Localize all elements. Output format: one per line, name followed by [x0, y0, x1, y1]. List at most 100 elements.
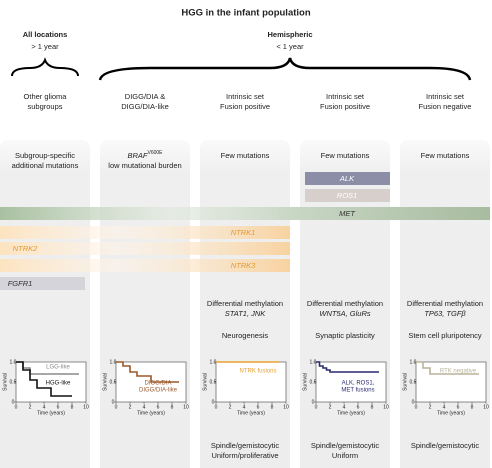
y-tick-label: 0 — [112, 399, 115, 405]
x-tick-label: 2 — [29, 404, 32, 410]
plot-frame — [215, 361, 287, 403]
y-tick-label: 0 — [12, 399, 15, 405]
column-header: BRAFV600E — [127, 150, 163, 160]
x-tick-label: 2 — [129, 404, 132, 410]
methylation: TP63, TGFβ — [424, 309, 466, 318]
y-axis-label: Survival — [102, 373, 108, 391]
group-name: Hemispheric — [267, 30, 312, 39]
x-tick-label: 2 — [329, 404, 332, 410]
x-tick-label: 6 — [57, 404, 60, 410]
histology: Uniform/proliferative — [211, 451, 278, 460]
x-tick-label: 10 — [383, 404, 389, 410]
y-tick-label: 0 — [212, 399, 215, 405]
superscript: V600E — [148, 150, 164, 156]
fusion-bar — [0, 226, 290, 239]
survival-curve — [416, 361, 479, 375]
y-tick-label: 0.5 — [210, 379, 217, 385]
column-header: Few mutations — [421, 151, 470, 160]
x-tick-label: 8 — [171, 404, 174, 410]
legend-label: HGG-like — [46, 381, 71, 387]
column-label: subgroups — [27, 102, 62, 111]
x-tick-label: 2 — [429, 404, 432, 410]
methylation: Differential methylation — [207, 299, 283, 308]
fusion-bar — [0, 207, 490, 220]
methylation: Differential methylation — [407, 299, 483, 308]
x-tick-label: 0 — [315, 404, 318, 410]
fusion-label: NTRK3 — [231, 261, 256, 270]
y-tick-label: 0.5 — [310, 379, 317, 385]
column-header: Few mutations — [321, 151, 370, 160]
fusion-bar — [0, 259, 290, 272]
legend-label: RTK negative — [440, 369, 477, 375]
methylation: STAT1, JNK — [225, 309, 267, 318]
y-tick-label: 1.0 — [410, 359, 417, 365]
methylation: Differential methylation — [307, 299, 383, 308]
x-tick-label: 10 — [183, 404, 189, 410]
column-label: Other glioma — [24, 92, 68, 101]
legend-label: DIGG/DIA — [144, 381, 171, 387]
y-axis-label: Survival — [2, 373, 8, 391]
fusion-label: FGFR1 — [8, 279, 33, 288]
x-tick-label: 0 — [215, 404, 218, 410]
x-tick-label: 8 — [71, 404, 74, 410]
fusion-bar — [305, 189, 390, 202]
column-label: Fusion positive — [220, 102, 270, 111]
gene: BRAF — [127, 151, 147, 160]
fusion-bar — [0, 242, 290, 255]
column-label: Intrinsic set — [426, 92, 465, 101]
histology: Uniform — [332, 451, 358, 460]
x-tick-label: 4 — [143, 404, 146, 410]
process: Synaptic plasticity — [315, 331, 375, 340]
group-age: > 1 year — [31, 42, 59, 51]
x-tick-label: 4 — [43, 404, 46, 410]
x-tick-label: 10 — [283, 404, 289, 410]
group-age: < 1 year — [276, 42, 304, 51]
x-axis-label: Time (years) — [37, 410, 65, 416]
column-label: Intrinsic set — [326, 92, 365, 101]
fusion-label: NTRK1 — [231, 228, 256, 237]
fusion-label: NTRK2 — [13, 244, 38, 253]
x-axis-label: Time (years) — [337, 410, 365, 416]
column-header: low mutational burden — [108, 161, 181, 170]
title: HGG in the infant population — [181, 8, 310, 19]
y-tick-label: 0 — [412, 399, 415, 405]
column-panel — [0, 140, 90, 468]
y-tick-label: 0.5 — [410, 379, 417, 385]
x-tick-label: 4 — [343, 404, 346, 410]
plot-frame — [315, 361, 387, 403]
x-axis-label: Time (years) — [237, 410, 265, 416]
x-tick-label: 6 — [157, 404, 160, 410]
histology: Spindle/gemistocytic — [311, 441, 380, 450]
legend-label: DIGG/DIA-like — [139, 388, 178, 394]
x-tick-label: 0 — [15, 404, 18, 410]
x-tick-label: 10 — [83, 404, 89, 410]
y-tick-label: 0.5 — [10, 379, 17, 385]
brace — [11, 57, 79, 77]
fusion-label: ALK — [339, 174, 355, 183]
x-tick-label: 8 — [271, 404, 274, 410]
survival-curve — [116, 361, 179, 383]
x-tick-label: 2 — [229, 404, 232, 410]
legend-label: LGG-like — [46, 365, 70, 371]
column-label: Intrinsic set — [226, 92, 265, 101]
column-panel — [100, 140, 190, 468]
legend-label: MET fusions — [341, 388, 374, 394]
process: Neurogenesis — [222, 331, 269, 340]
fusion-label: ROS1 — [337, 191, 357, 200]
survival-curve — [16, 361, 72, 397]
x-tick-label: 6 — [357, 404, 360, 410]
legend-label: NTRK fusions — [239, 369, 276, 375]
y-tick-label: 1.0 — [210, 359, 217, 365]
column-label: DIGG/DIA-like — [121, 102, 169, 111]
x-tick-label: 10 — [483, 404, 489, 410]
column-label: Fusion negative — [419, 102, 472, 111]
y-tick-label: 0.5 — [110, 379, 117, 385]
x-tick-label: 0 — [115, 404, 118, 410]
y-axis-label: Survival — [302, 373, 308, 391]
histology: Spindle/gemistocytic — [211, 441, 280, 450]
column-header: Subgroup-specific — [15, 151, 75, 160]
group-name: All locations — [23, 30, 68, 39]
process: Stem cell pluripotency — [408, 331, 482, 340]
x-tick-label: 0 — [415, 404, 418, 410]
